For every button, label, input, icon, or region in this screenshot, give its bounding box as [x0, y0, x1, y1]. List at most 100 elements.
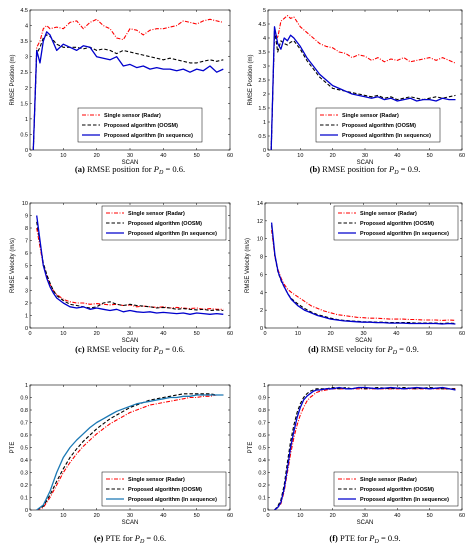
caption-tag: (e) — [94, 533, 104, 543]
x-tick-label: 20 — [94, 513, 100, 519]
legend-label-2: Proposed algorithm (OOSM) — [104, 123, 178, 129]
y-tick-label: 2 — [260, 308, 263, 314]
x-tick-label: 0 — [263, 331, 266, 337]
x-tick-label: 40 — [160, 153, 166, 159]
y-tick-label: 2 — [25, 86, 28, 92]
y-axis-label: PTE — [10, 442, 16, 454]
chart-b: 0 10 20 30 40 50 6000.511.522.533.544.55SCANRM… — [248, 8, 465, 176]
y-tick-label: 0.5 — [20, 132, 28, 138]
panel-caption: (e) PTE for PD = 0.6. — [94, 533, 166, 545]
y-tick-label: 1 — [25, 383, 28, 389]
x-tick-label: 50 — [194, 153, 200, 159]
caption-symbol: P — [153, 164, 159, 174]
y-tick-label: 0.6 — [20, 433, 28, 439]
series-line-1 — [270, 15, 456, 150]
x-tick-label: 0 — [28, 331, 31, 337]
x-tick-label: 10 — [297, 153, 303, 159]
y-tick-label: 14 — [257, 201, 263, 207]
x-tick-label: 20 — [330, 153, 336, 159]
panel-caption: (c) RMSE velocity for PD = 0.6. — [75, 344, 185, 356]
x-tick-label: 30 — [127, 331, 133, 337]
x-tick-label: 30 — [362, 153, 368, 159]
y-tick-label: 4 — [260, 290, 263, 296]
y-tick-label: 5 — [263, 8, 266, 14]
x-tick-label: 20 — [330, 513, 336, 519]
x-tick-label: 60 — [227, 513, 233, 519]
x-axis-label: SCAN — [357, 520, 374, 526]
y-tick-label: 0.1 — [258, 496, 266, 502]
caption-text: PTE for — [338, 533, 369, 543]
y-tick-label: 5 — [25, 264, 28, 270]
x-tick-label: 20 — [328, 331, 334, 337]
x-tick-label: 10 — [297, 513, 303, 519]
x-tick-label: 20 — [94, 331, 100, 337]
x-tick-label: 50 — [427, 513, 433, 519]
panel-caption: (d) RMSE velocity for PD = 0.9. — [308, 344, 419, 356]
y-tick-label: 0 — [260, 326, 263, 332]
x-axis-label: SCAN — [122, 520, 139, 526]
caption-symbol: P — [368, 533, 374, 543]
x-tick-label: 0 — [28, 153, 31, 159]
y-tick-label: 0.2 — [258, 483, 266, 489]
y-tick-label: 7 — [25, 239, 28, 245]
y-tick-label: 0.9 — [258, 396, 266, 402]
caption-symbol: P — [134, 533, 140, 543]
legend-label-1: Single sensor (Radar) — [360, 477, 417, 483]
caption-value: = 0.6. — [163, 344, 185, 354]
caption-value: = 0.9. — [379, 533, 401, 543]
x-tick-label: 0 — [28, 513, 31, 519]
y-tick-label: 2 — [263, 92, 266, 98]
y-axis-label: RMSE Position (m) — [10, 54, 16, 105]
series-group — [270, 222, 456, 325]
y-tick-label: 4.5 — [258, 22, 266, 28]
caption-value: = 0.6. — [144, 533, 166, 543]
x-axis-label: SCAN — [122, 338, 139, 344]
legend-label-1: Single sensor (Radar) — [104, 113, 161, 119]
x-axis-label: SCAN — [357, 160, 374, 166]
y-tick-label: 0.3 — [20, 471, 28, 477]
series-line-1 — [36, 394, 224, 510]
y-axis-label: RMSE Velocity (m/s) — [245, 238, 251, 293]
y-tick-label: 0 — [25, 326, 28, 332]
legend-label-3: Proposed algorithm (In sequence) — [104, 133, 193, 139]
y-tick-label: 9 — [25, 214, 28, 220]
series-line-3 — [36, 394, 224, 510]
series-line-3 — [270, 222, 456, 325]
series-line-3 — [274, 386, 456, 510]
panel-caption: (b) RMSE position for PD = 0.9. — [310, 164, 421, 176]
legend-label-2: Proposed algorithm (OOSM) — [128, 221, 202, 227]
chart-f: 0 10 20 30 40 50 60 0 0.1 0.2 0.3 0.4 0.5 0.6 0.7 0.8 0.… — [248, 383, 465, 545]
caption-text: RMSE velocity for — [319, 344, 388, 354]
x-axis-label: SCAN — [122, 160, 139, 166]
y-tick-label: 0.4 — [258, 458, 266, 464]
y-tick-label: 0.5 — [20, 446, 28, 452]
legend-label-3: Proposed algorithm (In sequence) — [128, 497, 217, 503]
y-tick-label: 1 — [263, 383, 266, 389]
series-group — [274, 386, 456, 510]
legend-label-1: Single sensor (Radar) — [128, 211, 185, 217]
y-tick-label: 8 — [25, 226, 28, 232]
x-tick-label: 0 — [266, 153, 269, 159]
y-tick-label: 0.6 — [258, 433, 266, 439]
caption-subscript: D — [158, 170, 164, 176]
y-tick-label: 0 — [263, 148, 266, 154]
legend-label-1: Single sensor (Radar) — [342, 113, 399, 119]
legend-label-2: Proposed algorithm (OOSM) — [360, 487, 434, 493]
legend-label-2: Proposed algorithm (OOSM) — [342, 123, 416, 129]
series-group — [32, 18, 224, 150]
series-line-3 — [270, 26, 456, 150]
x-tick-label: 10 — [60, 513, 66, 519]
legend-label-3: Proposed algorithm (In sequence) — [128, 231, 217, 237]
y-tick-label: 2.5 — [258, 78, 266, 84]
y-tick-label: 0.8 — [258, 408, 266, 414]
legend-label-2: Proposed algorithm (OOSM) — [360, 221, 434, 227]
y-axis-label: RMSE Velocity (m/s) — [10, 238, 16, 293]
legend-label-3: Proposed algorithm (In sequence) — [342, 133, 431, 139]
chart-c: 0 10 20 30 40 50 60 0 1 2 3 4 5 6 7 8 9 10 SCAN RMSE Veloci… — [10, 201, 233, 356]
caption-value: = 0.9. — [399, 164, 421, 174]
caption-value: = 0.6. — [163, 164, 185, 174]
y-tick-label: 0.5 — [258, 134, 266, 140]
caption-tag: (a) — [75, 164, 85, 174]
legend: Single sensor (Radar) Proposed algorithm … — [77, 107, 203, 143]
caption-subscript: D — [373, 539, 379, 545]
